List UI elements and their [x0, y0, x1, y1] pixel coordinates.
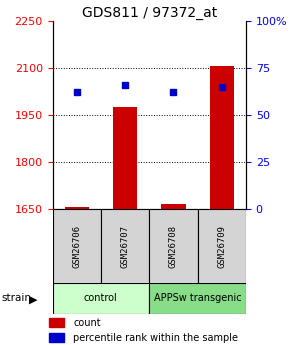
- Bar: [64, 207, 89, 209]
- Text: ▶: ▶: [29, 295, 38, 304]
- Bar: [113, 107, 137, 209]
- Title: GDS811 / 97372_at: GDS811 / 97372_at: [82, 6, 217, 20]
- Text: percentile rank within the sample: percentile rank within the sample: [73, 333, 238, 343]
- Bar: [49, 333, 64, 342]
- Bar: [198, 209, 246, 285]
- Bar: [149, 283, 246, 314]
- Text: GSM26708: GSM26708: [169, 225, 178, 268]
- Text: GSM26707: GSM26707: [121, 225, 130, 268]
- Text: GSM26709: GSM26709: [217, 225, 226, 268]
- Bar: [49, 318, 64, 327]
- Bar: [52, 283, 149, 314]
- Text: control: control: [84, 294, 118, 303]
- Bar: [52, 209, 101, 285]
- Bar: [161, 204, 185, 209]
- Bar: [149, 209, 198, 285]
- Bar: [101, 209, 149, 285]
- Text: APPSw transgenic: APPSw transgenic: [154, 294, 242, 303]
- Text: GSM26706: GSM26706: [72, 225, 81, 268]
- Text: count: count: [73, 318, 101, 328]
- Text: strain: strain: [2, 294, 31, 303]
- Bar: [210, 66, 234, 209]
